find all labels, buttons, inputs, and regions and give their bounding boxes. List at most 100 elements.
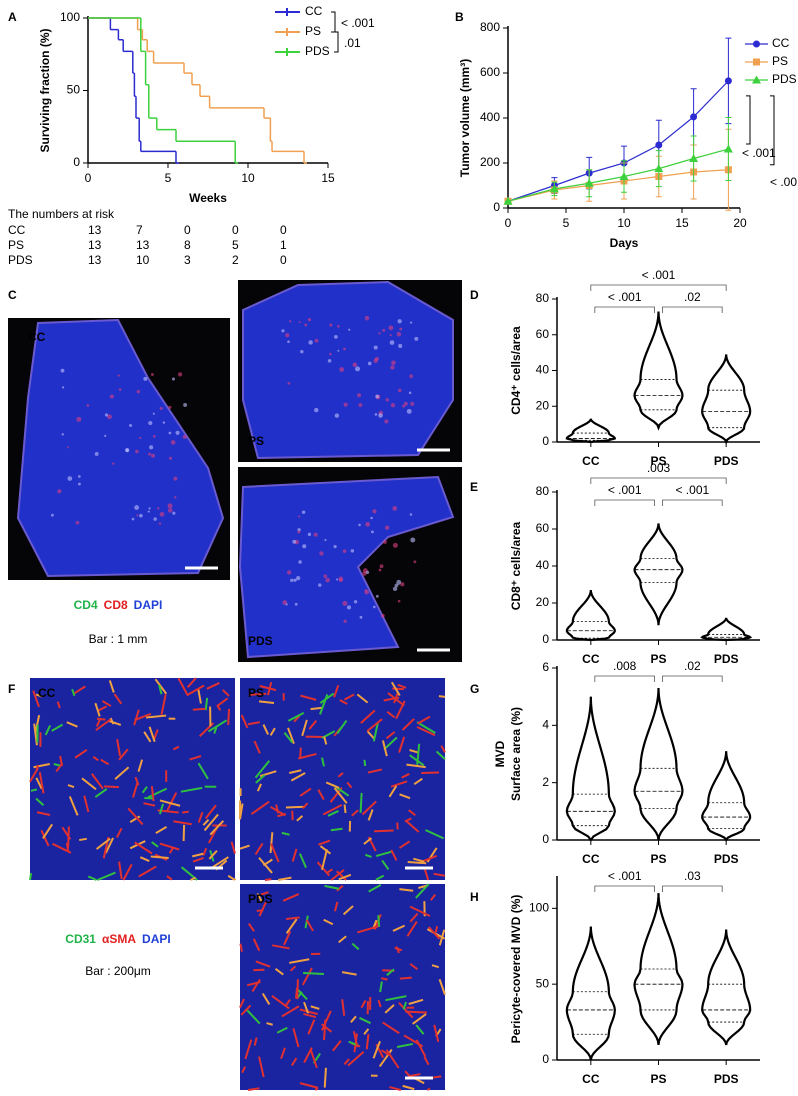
vessel [356,693,369,704]
vessel [431,964,440,969]
vessel [299,747,302,759]
cell-signal [314,407,319,413]
vessel [289,769,302,774]
vessel [282,893,300,902]
vessel [137,759,144,772]
cell-signal [285,333,290,338]
cell-signal [327,359,332,363]
vessel [379,981,383,993]
p-value: .03 [684,869,701,883]
vessel [338,935,347,944]
vessel [241,1066,247,1074]
vessel [388,785,398,798]
cell-signal [157,507,160,510]
vessel [377,999,382,1008]
vessel [293,714,301,723]
cell-signal [298,321,301,324]
vessel [409,1073,421,1078]
cell-signal [380,613,385,618]
vessel [296,815,304,822]
cell-signal [61,386,65,389]
cell-signal [373,345,378,350]
cell-signal [342,549,347,553]
vessel [59,755,63,767]
vessel [239,803,244,820]
cell-signal [410,401,415,406]
vessel [261,992,271,1005]
cell-signal [334,334,338,339]
vessel [283,930,292,946]
vessel [68,796,79,816]
vessel [104,837,114,854]
vessel [368,883,382,893]
vessel [399,888,414,892]
vessel [333,901,339,912]
cell-signal [294,602,298,606]
vessel [151,841,159,848]
vessel [399,976,412,980]
cell-signal [149,445,154,450]
legend-marker [753,58,760,66]
vessel [398,1002,414,1019]
cell-signal [406,408,412,414]
vessel [143,731,152,743]
vessel [36,811,51,816]
cell-signal [336,578,339,581]
cell-signal [296,576,301,581]
tile-label: PS [248,686,264,700]
vessel [361,800,377,816]
cell-signal [307,532,312,536]
cell-signal [394,583,399,588]
vessel [365,1033,370,1050]
cell-signal [364,315,370,321]
violin-outline [633,688,684,841]
violin-outline [701,929,752,1046]
vessel [230,841,236,854]
vessel [197,688,202,704]
cell-signal [324,538,327,542]
vessel [42,823,53,839]
stain-name: CD4 [74,598,98,612]
cell-signal [313,532,318,537]
vessel [35,693,43,698]
cell-signal [148,507,151,510]
y-tick-label: 2 [542,775,549,789]
vessel [408,998,424,1005]
y-tick-label: 800 [480,20,500,34]
cell-signal [409,513,413,516]
vessel [248,923,255,932]
cell-signal [307,317,312,322]
vessel [402,1084,415,1091]
stain-name: CD31 [65,932,96,946]
y-tick-label: 80 [536,484,550,498]
vessel [296,979,299,1000]
vessel [383,696,400,702]
significance-bracket [662,306,723,313]
cell-signal [409,374,414,379]
significance-bracket [594,306,655,313]
vessel [81,777,97,791]
vessel [318,839,331,846]
vessel [380,1049,390,1056]
cell-signal [290,578,294,582]
y-tick-label: 40 [536,558,550,572]
tile-label: CC [38,686,56,700]
vessel [186,684,205,697]
vessel [385,731,396,740]
cell-signal [104,434,107,437]
cell-signal [117,374,120,377]
vessel [270,806,286,817]
vessel [409,749,420,754]
vessel [390,780,408,788]
vessel [251,978,261,992]
vessel [217,697,229,707]
y-tick-label: 0 [542,1052,549,1066]
cell-signal [358,523,361,527]
vessel [33,763,50,769]
cell-signal [353,600,358,604]
point [549,184,559,193]
vessel [308,719,318,730]
cell-signal [325,577,330,583]
p-value: < .001 [675,483,709,497]
vessel [321,849,328,871]
